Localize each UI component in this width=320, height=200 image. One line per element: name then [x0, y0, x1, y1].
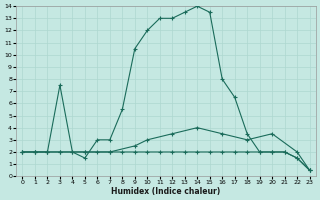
X-axis label: Humidex (Indice chaleur): Humidex (Indice chaleur)	[111, 187, 221, 196]
